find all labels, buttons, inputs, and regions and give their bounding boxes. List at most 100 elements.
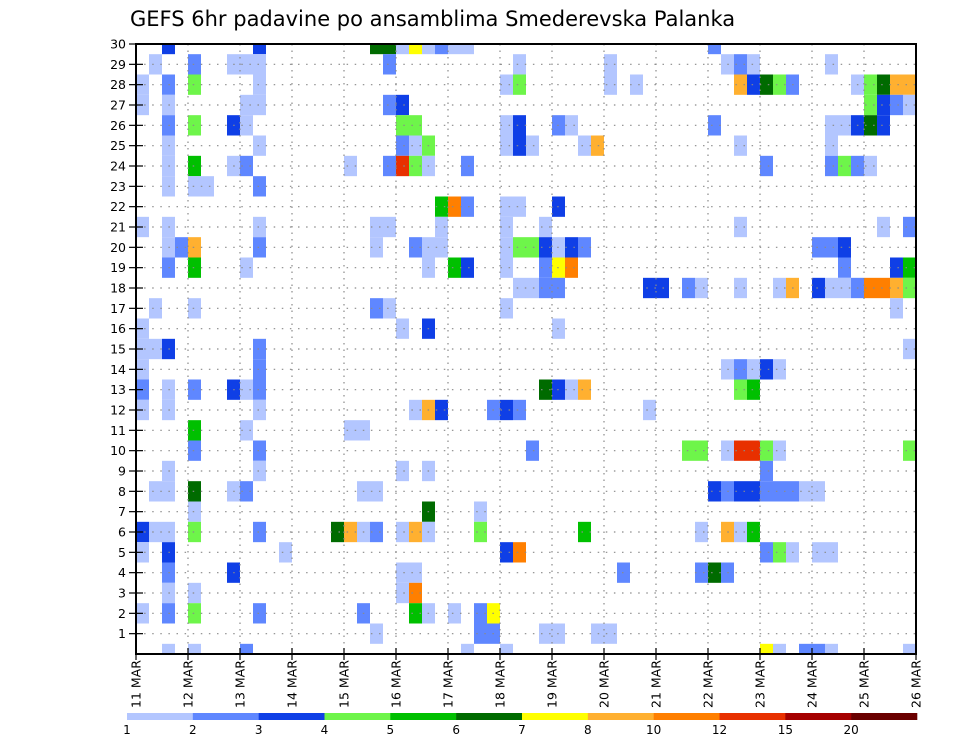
heatmap-cell	[240, 379, 253, 400]
heatmap-cell	[149, 521, 162, 543]
heatmap-cell	[864, 74, 877, 95]
heatmap-cell	[435, 237, 448, 258]
heatmap-cell	[396, 155, 409, 177]
heatmap-cell	[708, 481, 721, 502]
heatmap-cell	[734, 481, 747, 502]
colorbar-label: 5	[387, 723, 395, 737]
heatmap-cell	[500, 298, 513, 319]
heatmap-cell	[500, 257, 513, 278]
heatmap-cells	[136, 44, 916, 654]
heatmap-cell	[539, 277, 552, 299]
heatmap-cell	[513, 74, 526, 95]
x-tick-label: 14 MAR	[285, 660, 300, 708]
x-tick-label: 15 MAR	[337, 660, 352, 708]
heatmap-cell	[396, 460, 409, 482]
heatmap-cell	[461, 44, 474, 55]
heatmap-cell	[526, 237, 539, 258]
y-tick-label: 23	[110, 179, 126, 194]
heatmap-cell	[448, 44, 461, 55]
chart-title: GEFS 6hr padavine po ansamblima Smederev…	[130, 7, 735, 31]
heatmap-cell	[396, 44, 409, 55]
heatmap-cell	[240, 94, 253, 116]
heatmap-cell	[409, 237, 422, 258]
heatmap-cell	[825, 155, 838, 177]
heatmap-cell	[734, 440, 747, 461]
y-tick-label: 30	[110, 37, 126, 52]
heatmap-cell	[149, 481, 162, 502]
heatmap-cell	[253, 135, 266, 156]
heatmap-cell	[877, 115, 890, 136]
heatmap-cell	[370, 237, 383, 258]
heatmap-cell	[799, 481, 812, 502]
heatmap-cell	[188, 237, 201, 258]
y-tick-label: 17	[110, 301, 126, 316]
heatmap-cell	[734, 379, 747, 400]
heatmap-cell	[838, 237, 851, 258]
heatmap-cell	[526, 135, 539, 156]
heatmap-cell	[240, 155, 253, 177]
y-tick-label: 6	[118, 525, 126, 540]
heatmap-cell	[370, 44, 383, 55]
y-tick-label: 26	[110, 118, 126, 133]
heatmap-cell	[578, 135, 591, 156]
heatmap-cell	[461, 155, 474, 177]
heatmap-cell	[539, 237, 552, 258]
heatmap-cell	[825, 135, 838, 156]
y-tick-label: 24	[110, 159, 126, 174]
heatmap-cell	[695, 562, 708, 583]
heatmap-cell	[279, 542, 292, 563]
heatmap-cell	[565, 237, 578, 258]
colorbar-label: 8	[584, 723, 592, 737]
heatmap-cell	[188, 176, 201, 197]
heatmap-cell	[838, 155, 851, 177]
heatmap-cell	[760, 460, 773, 482]
heatmap-cell	[513, 54, 526, 75]
heatmap-cell	[565, 257, 578, 278]
heatmap-cell	[578, 237, 591, 258]
grid-lines	[136, 44, 916, 654]
heatmap-cell	[500, 237, 513, 258]
x-tick-label: 17 MAR	[441, 660, 456, 708]
heatmap-cell	[903, 94, 916, 116]
heatmap-cell	[188, 603, 201, 624]
heatmap-cell	[435, 216, 448, 238]
heatmap-cell	[188, 155, 201, 177]
heatmap-cell	[188, 115, 201, 136]
heatmap-cell	[747, 54, 760, 75]
heatmap-cell	[604, 623, 617, 644]
heatmap-cell	[773, 643, 786, 654]
heatmap-cell	[825, 643, 838, 654]
heatmap-cell	[253, 94, 266, 116]
heatmap-cell	[643, 277, 656, 299]
heatmap-cell	[604, 54, 617, 75]
y-tick-label: 25	[110, 138, 126, 153]
heatmap-cell	[162, 643, 175, 654]
heatmap-cell	[331, 521, 344, 543]
x-tick-label: 25 MAR	[857, 660, 872, 708]
heatmap-cell	[734, 74, 747, 95]
heatmap-cell	[578, 521, 591, 543]
colorbar-label: 15	[778, 723, 793, 737]
heatmap-cell	[253, 44, 266, 55]
heatmap-cell	[396, 135, 409, 156]
heatmap-cell	[903, 216, 916, 238]
colorbar-swatch	[522, 713, 589, 720]
heatmap-cell	[903, 74, 916, 95]
heatmap-cell	[734, 135, 747, 156]
y-tick-label: 10	[110, 443, 126, 458]
y-tick-label: 12	[110, 403, 126, 418]
y-tick-label: 18	[110, 281, 126, 296]
heatmap-cell	[695, 440, 708, 461]
heatmap-cell	[825, 237, 838, 258]
heatmap-cell	[812, 542, 825, 563]
heatmap-cell	[149, 338, 162, 360]
colorbar-label: 3	[255, 723, 263, 737]
heatmap-cell	[539, 216, 552, 238]
heatmap-cell	[539, 257, 552, 278]
heatmap-cell	[760, 542, 773, 563]
heatmap-cell	[877, 94, 890, 116]
heatmap-cell	[448, 196, 461, 217]
heatmap-cell	[253, 521, 266, 543]
colorbar-swatch	[587, 713, 654, 720]
heatmap-cell	[253, 237, 266, 258]
